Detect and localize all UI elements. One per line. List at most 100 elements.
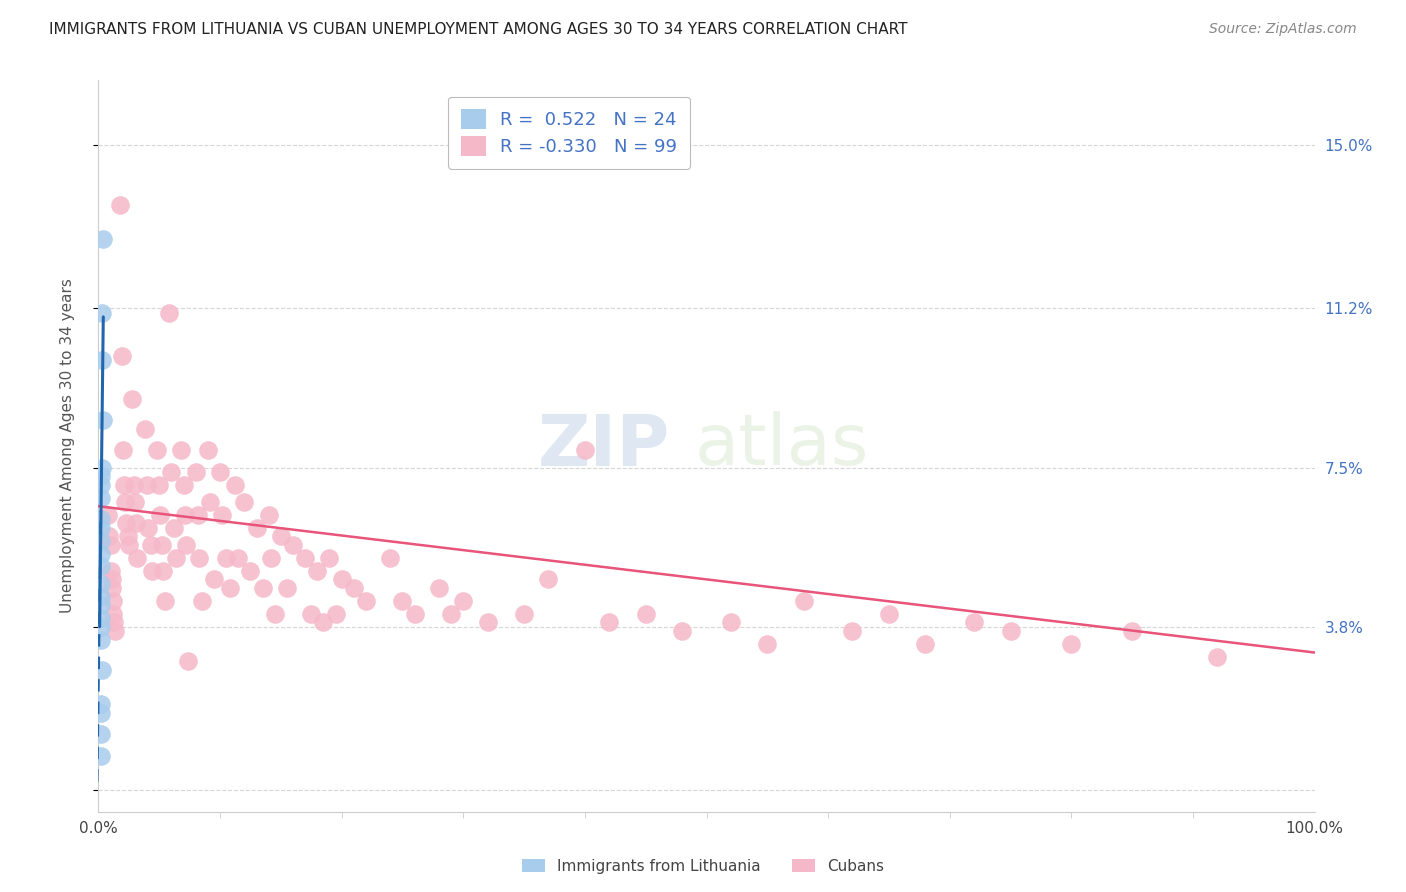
- Point: [187, 508, 209, 522]
- Point: [111, 443, 134, 458]
- Point: [252, 581, 274, 595]
- Point: [299, 607, 322, 621]
- Point: [146, 443, 169, 458]
- Point: [90, 748, 112, 763]
- Point: [294, 550, 316, 565]
- Point: [537, 573, 560, 587]
- Point: [914, 637, 936, 651]
- Legend: Immigrants from Lithuania, Cubans: Immigrants from Lithuania, Cubans: [516, 853, 890, 880]
- Point: [634, 607, 657, 621]
- Point: [343, 581, 366, 595]
- Point: [91, 232, 114, 246]
- Point: [148, 477, 170, 491]
- Point: [211, 508, 233, 522]
- Point: [513, 607, 536, 621]
- Point: [90, 697, 112, 711]
- Point: [391, 594, 413, 608]
- Point: [197, 443, 219, 458]
- Point: [90, 521, 112, 535]
- Point: [215, 550, 238, 565]
- Text: Source: ZipAtlas.com: Source: ZipAtlas.com: [1209, 22, 1357, 37]
- Point: [112, 477, 135, 491]
- Text: atlas: atlas: [695, 411, 869, 481]
- Point: [90, 576, 112, 591]
- Point: [115, 516, 138, 531]
- Point: [104, 624, 127, 638]
- Point: [90, 598, 112, 612]
- Point: [117, 529, 139, 543]
- Point: [1121, 624, 1143, 638]
- Point: [165, 550, 187, 565]
- Point: [191, 594, 214, 608]
- Text: ZIP: ZIP: [537, 411, 671, 481]
- Point: [477, 615, 499, 630]
- Point: [325, 607, 347, 621]
- Point: [276, 581, 298, 595]
- Point: [90, 727, 112, 741]
- Legend: R =  0.522   N = 24, R = -0.330   N = 99: R = 0.522 N = 24, R = -0.330 N = 99: [449, 96, 690, 169]
- Point: [177, 654, 200, 668]
- Point: [598, 615, 620, 630]
- Point: [118, 538, 141, 552]
- Point: [877, 607, 900, 621]
- Point: [127, 550, 149, 565]
- Point: [121, 392, 143, 406]
- Point: [1060, 637, 1083, 651]
- Point: [224, 477, 246, 491]
- Point: [160, 465, 183, 479]
- Point: [90, 491, 112, 505]
- Point: [233, 495, 256, 509]
- Point: [263, 607, 285, 621]
- Point: [209, 465, 232, 479]
- Point: [157, 305, 180, 319]
- Point: [354, 594, 377, 608]
- Point: [136, 521, 159, 535]
- Point: [404, 607, 426, 621]
- Point: [90, 559, 112, 574]
- Point: [239, 564, 262, 578]
- Point: [98, 529, 121, 543]
- Text: IMMIGRANTS FROM LITHUANIA VS CUBAN UNEMPLOYMENT AMONG AGES 30 TO 34 YEARS CORREL: IMMIGRANTS FROM LITHUANIA VS CUBAN UNEMP…: [49, 22, 908, 37]
- Point: [122, 477, 145, 491]
- Point: [91, 353, 114, 368]
- Point: [139, 538, 162, 552]
- Point: [173, 508, 195, 522]
- Point: [124, 495, 146, 509]
- Point: [150, 538, 173, 552]
- Point: [149, 508, 172, 522]
- Point: [152, 564, 174, 578]
- Point: [170, 443, 193, 458]
- Point: [380, 550, 402, 565]
- Point: [90, 477, 112, 491]
- Point: [90, 512, 112, 526]
- Point: [141, 564, 163, 578]
- Point: [101, 573, 124, 587]
- Point: [173, 477, 195, 491]
- Point: [103, 615, 125, 630]
- Point: [125, 516, 148, 531]
- Point: [453, 594, 475, 608]
- Point: [97, 508, 120, 522]
- Point: [100, 538, 122, 552]
- Point: [1000, 624, 1022, 638]
- Point: [101, 594, 124, 608]
- Point: [574, 443, 596, 458]
- Y-axis label: Unemployment Among Ages 30 to 34 years: Unemployment Among Ages 30 to 34 years: [60, 278, 75, 614]
- Point: [90, 590, 112, 604]
- Point: [202, 573, 225, 587]
- Point: [91, 413, 114, 427]
- Point: [671, 624, 693, 638]
- Point: [136, 477, 159, 491]
- Point: [91, 305, 114, 319]
- Point: [90, 632, 112, 647]
- Point: [184, 465, 207, 479]
- Point: [440, 607, 463, 621]
- Point: [91, 663, 114, 677]
- Point: [101, 607, 124, 621]
- Point: [270, 529, 292, 543]
- Point: [312, 615, 335, 630]
- Point: [90, 611, 112, 625]
- Point: [110, 349, 132, 363]
- Point: [110, 198, 132, 212]
- Point: [155, 594, 177, 608]
